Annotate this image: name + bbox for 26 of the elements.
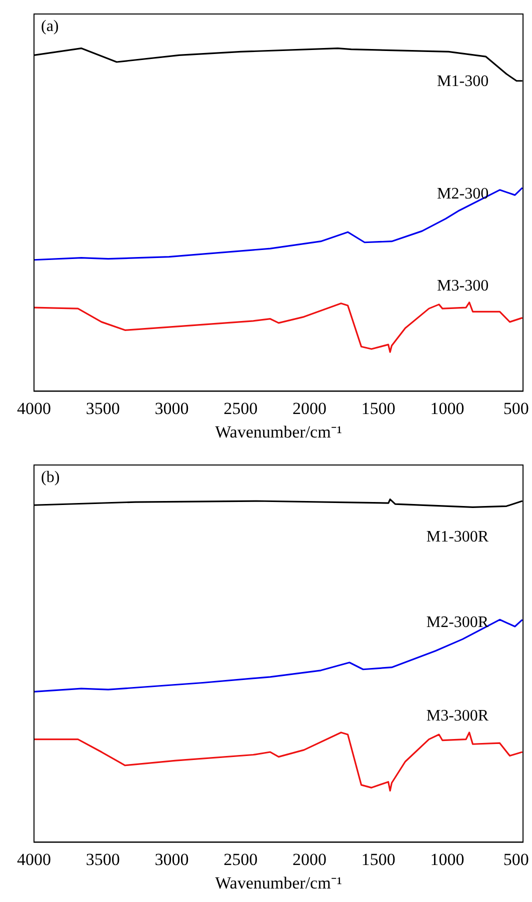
series-label: M2-300R	[426, 614, 489, 632]
series-label: M1-300R	[426, 528, 489, 546]
x-tick-label: 1500	[361, 850, 396, 869]
series-label: M3-300R	[426, 707, 489, 724]
x-tick-label: 500	[503, 398, 529, 418]
x-tick-label: 2500	[224, 850, 258, 869]
x-tick-label: 1000	[430, 850, 464, 869]
x-tick-label: 4000	[17, 850, 51, 869]
series-label: M3-300	[437, 277, 489, 294]
series-label: M2-300	[437, 185, 489, 202]
chart-title: (b)	[41, 469, 60, 486]
series-label: M1-300	[437, 73, 489, 90]
x-tick-label: 3000	[154, 850, 189, 869]
chart-title: (a)	[41, 18, 59, 36]
x-axis-title: Wavenumber/cm⁻¹	[215, 422, 342, 442]
x-tick-label: 2000	[292, 398, 327, 418]
x-axis-title: Wavenumber/cm⁻¹	[215, 873, 342, 892]
x-tick-label: 2000	[292, 850, 327, 869]
x-tick-label: 3500	[86, 398, 120, 418]
x-tick-label: 500	[503, 850, 529, 869]
x-tick-label: 3000	[154, 398, 189, 418]
x-tick-label: 3500	[86, 850, 120, 869]
x-tick-label: 1000	[430, 398, 464, 418]
x-tick-label: 4000	[17, 398, 51, 418]
x-tick-label: 1500	[361, 398, 396, 418]
x-tick-label: 2500	[224, 398, 258, 418]
